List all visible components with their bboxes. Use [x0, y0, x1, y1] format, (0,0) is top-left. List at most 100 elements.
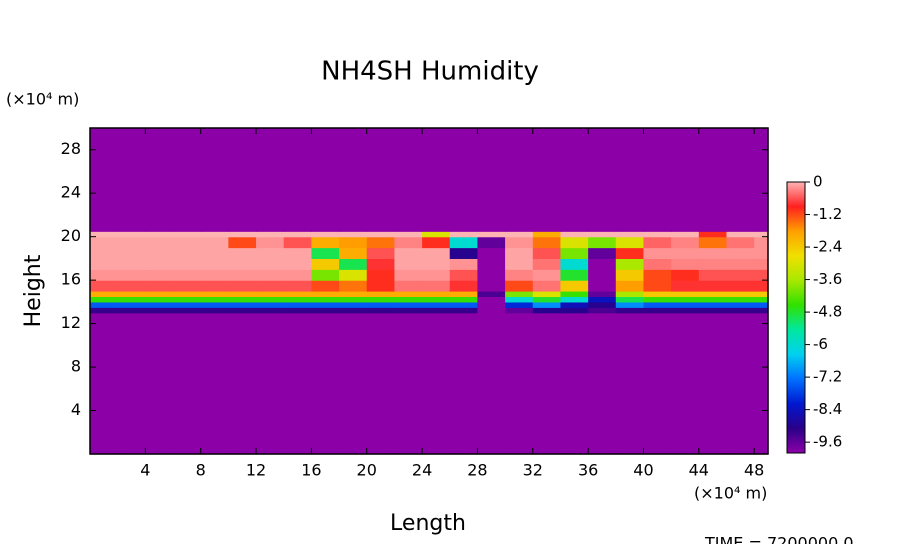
cell: [560, 247, 589, 259]
cell: [145, 247, 174, 259]
cell: [698, 247, 728, 259]
cell: [505, 231, 534, 238]
cell: [117, 231, 146, 238]
cell: [532, 296, 562, 303]
cell: [173, 236, 202, 249]
cell: [200, 280, 229, 292]
cell: [228, 236, 257, 249]
cell: [339, 291, 368, 298]
cell: [422, 296, 451, 303]
cell: [698, 296, 728, 303]
cell: [449, 236, 479, 249]
cell: [532, 247, 562, 259]
cell: [588, 312, 617, 325]
cell: [394, 247, 423, 259]
cell: [754, 291, 769, 298]
cell: [366, 307, 396, 314]
cell: [311, 231, 340, 238]
cell: [671, 231, 700, 238]
cell: [200, 236, 229, 249]
cell: [422, 128, 451, 232]
cell: [726, 236, 755, 249]
cell: [283, 296, 312, 303]
cell: [339, 312, 368, 325]
cell: [449, 128, 479, 232]
cell: [394, 258, 423, 270]
cell: [532, 236, 562, 249]
cell: [532, 312, 562, 325]
cell: [311, 301, 340, 308]
cell: [505, 291, 534, 298]
cell: [477, 323, 506, 455]
cell: [366, 280, 396, 292]
cell: [256, 258, 285, 270]
cell: [671, 269, 700, 281]
cell: [117, 291, 146, 298]
y-tick-label: 4: [71, 400, 81, 419]
x-tick-label: 28: [467, 461, 487, 480]
cell: [726, 128, 755, 232]
cell: [339, 231, 368, 238]
cell: [643, 296, 672, 303]
cell: [394, 312, 423, 325]
cell: [671, 296, 700, 303]
cell: [228, 307, 257, 314]
cell: [588, 307, 617, 314]
cell: [643, 258, 672, 270]
cell: [754, 323, 769, 455]
cell: [726, 307, 755, 314]
cell: [228, 269, 257, 281]
x-tick-label: 16: [301, 461, 321, 480]
cell: [311, 312, 340, 325]
x-tick-label: 40: [633, 461, 653, 480]
cell: [117, 258, 146, 270]
cell: [90, 258, 119, 270]
cell: [505, 128, 534, 232]
cell: [643, 307, 672, 314]
cell: [173, 291, 202, 298]
cell: [422, 291, 451, 298]
x-tick-label: 8: [196, 461, 206, 480]
cell: [117, 128, 146, 232]
cell: [671, 258, 700, 270]
cell: [117, 247, 146, 259]
cell: [615, 307, 645, 314]
x-tick-label: 20: [357, 461, 377, 480]
cell: [90, 128, 119, 232]
cell: [560, 258, 589, 270]
cell: [643, 323, 672, 455]
cell: [90, 269, 119, 281]
cell: [200, 301, 229, 308]
cell: [339, 128, 368, 232]
cell: [366, 247, 396, 259]
cell: [726, 301, 755, 308]
cell: [726, 231, 755, 238]
cell: [449, 247, 479, 259]
cell: [228, 296, 257, 303]
cell: [505, 258, 534, 270]
cell: [283, 291, 312, 298]
cell: [477, 307, 506, 314]
cell: [366, 269, 396, 281]
cell: [173, 128, 202, 232]
cell: [145, 301, 174, 308]
cell: [145, 280, 174, 292]
cell: [698, 323, 728, 455]
cell: [173, 231, 202, 238]
cell: [643, 236, 672, 249]
cell: [477, 296, 506, 303]
colorbar-tick-label: -9.6: [813, 433, 842, 451]
cell: [311, 307, 340, 314]
cell: [200, 231, 229, 238]
cell: [643, 247, 672, 259]
y-axis-label: Height: [21, 254, 46, 327]
cell: [117, 307, 146, 314]
x-tick-label: 32: [523, 461, 543, 480]
cell: [615, 128, 645, 232]
cell: [339, 247, 368, 259]
cell: [90, 307, 119, 314]
cell: [90, 280, 119, 292]
cell: [394, 280, 423, 292]
cell: [477, 269, 506, 281]
cell: [698, 258, 728, 270]
